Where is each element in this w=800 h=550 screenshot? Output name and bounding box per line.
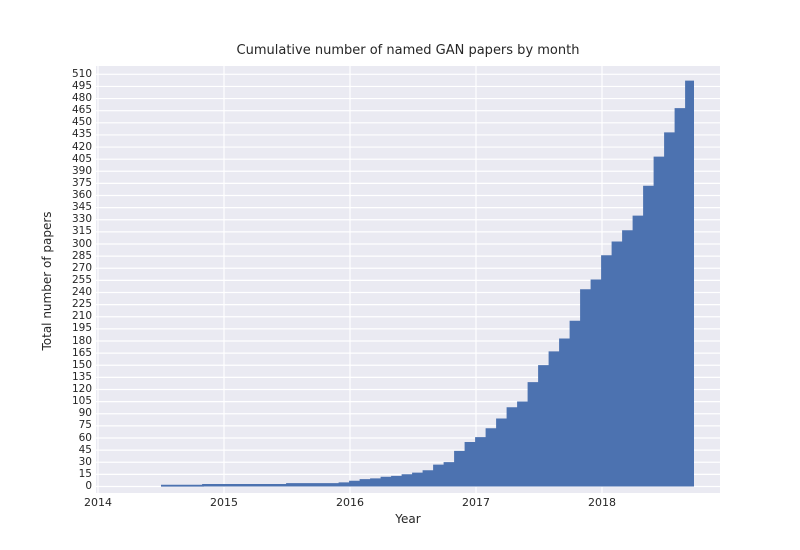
y-tick-label: 255 bbox=[71, 273, 92, 286]
y-tick-label: 285 bbox=[71, 249, 92, 262]
x-tick-label: 2017 bbox=[462, 496, 490, 509]
x-tick-label: 2018 bbox=[588, 496, 616, 509]
y-tick-label: 435 bbox=[71, 128, 92, 141]
y-tick-label: 405 bbox=[71, 152, 92, 165]
chart-title: Cumulative number of named GAN papers by… bbox=[236, 43, 580, 58]
y-tick-label: 375 bbox=[71, 176, 92, 189]
y-tick-label: 390 bbox=[71, 164, 92, 177]
y-tick-label: 90 bbox=[78, 407, 92, 420]
y-tick-label: 30 bbox=[78, 455, 92, 468]
y-tick-label: 420 bbox=[71, 140, 92, 153]
y-tick-label: 165 bbox=[71, 346, 92, 359]
y-tick-label: 300 bbox=[71, 237, 92, 250]
cumulative-papers-step-area bbox=[161, 81, 694, 487]
y-tick-label: 480 bbox=[71, 92, 92, 105]
y-tick-label: 150 bbox=[71, 358, 92, 371]
y-tick-label: 195 bbox=[71, 322, 92, 335]
y-tick-label: 120 bbox=[71, 383, 92, 395]
y-tick-label: 240 bbox=[71, 286, 92, 299]
cumulative-papers-step-line bbox=[161, 80, 694, 487]
y-tick-label: 15 bbox=[78, 467, 92, 480]
x-tick-label: 2015 bbox=[210, 496, 238, 509]
y-tick-label: 75 bbox=[78, 419, 92, 432]
y-tick-label: 180 bbox=[71, 334, 92, 347]
y-tick-label: 45 bbox=[78, 443, 92, 456]
y-tick-label: 465 bbox=[71, 104, 92, 117]
y-tick-label: 270 bbox=[71, 261, 92, 274]
x-tick-label: 2016 bbox=[336, 496, 364, 509]
y-tick-label: 105 bbox=[71, 395, 92, 408]
y-tick-label: 330 bbox=[71, 213, 92, 226]
y-tick-label: 135 bbox=[71, 370, 92, 383]
x-axis-label: Year bbox=[395, 512, 421, 526]
y-tick-label: 210 bbox=[71, 310, 92, 323]
y-tick-label: 345 bbox=[71, 201, 92, 214]
y-tick-label: 60 bbox=[78, 431, 92, 444]
y-tick-label: 225 bbox=[71, 298, 92, 311]
y-tick-label: 0 bbox=[85, 480, 92, 492]
y-tick-label: 315 bbox=[71, 225, 92, 238]
y-tick-label: 510 bbox=[71, 67, 92, 80]
y-tick-label: 495 bbox=[71, 79, 92, 92]
x-tick-label: 2014 bbox=[84, 496, 112, 509]
y-tick-label: 360 bbox=[71, 189, 92, 202]
y-tick-label: 450 bbox=[71, 116, 92, 129]
